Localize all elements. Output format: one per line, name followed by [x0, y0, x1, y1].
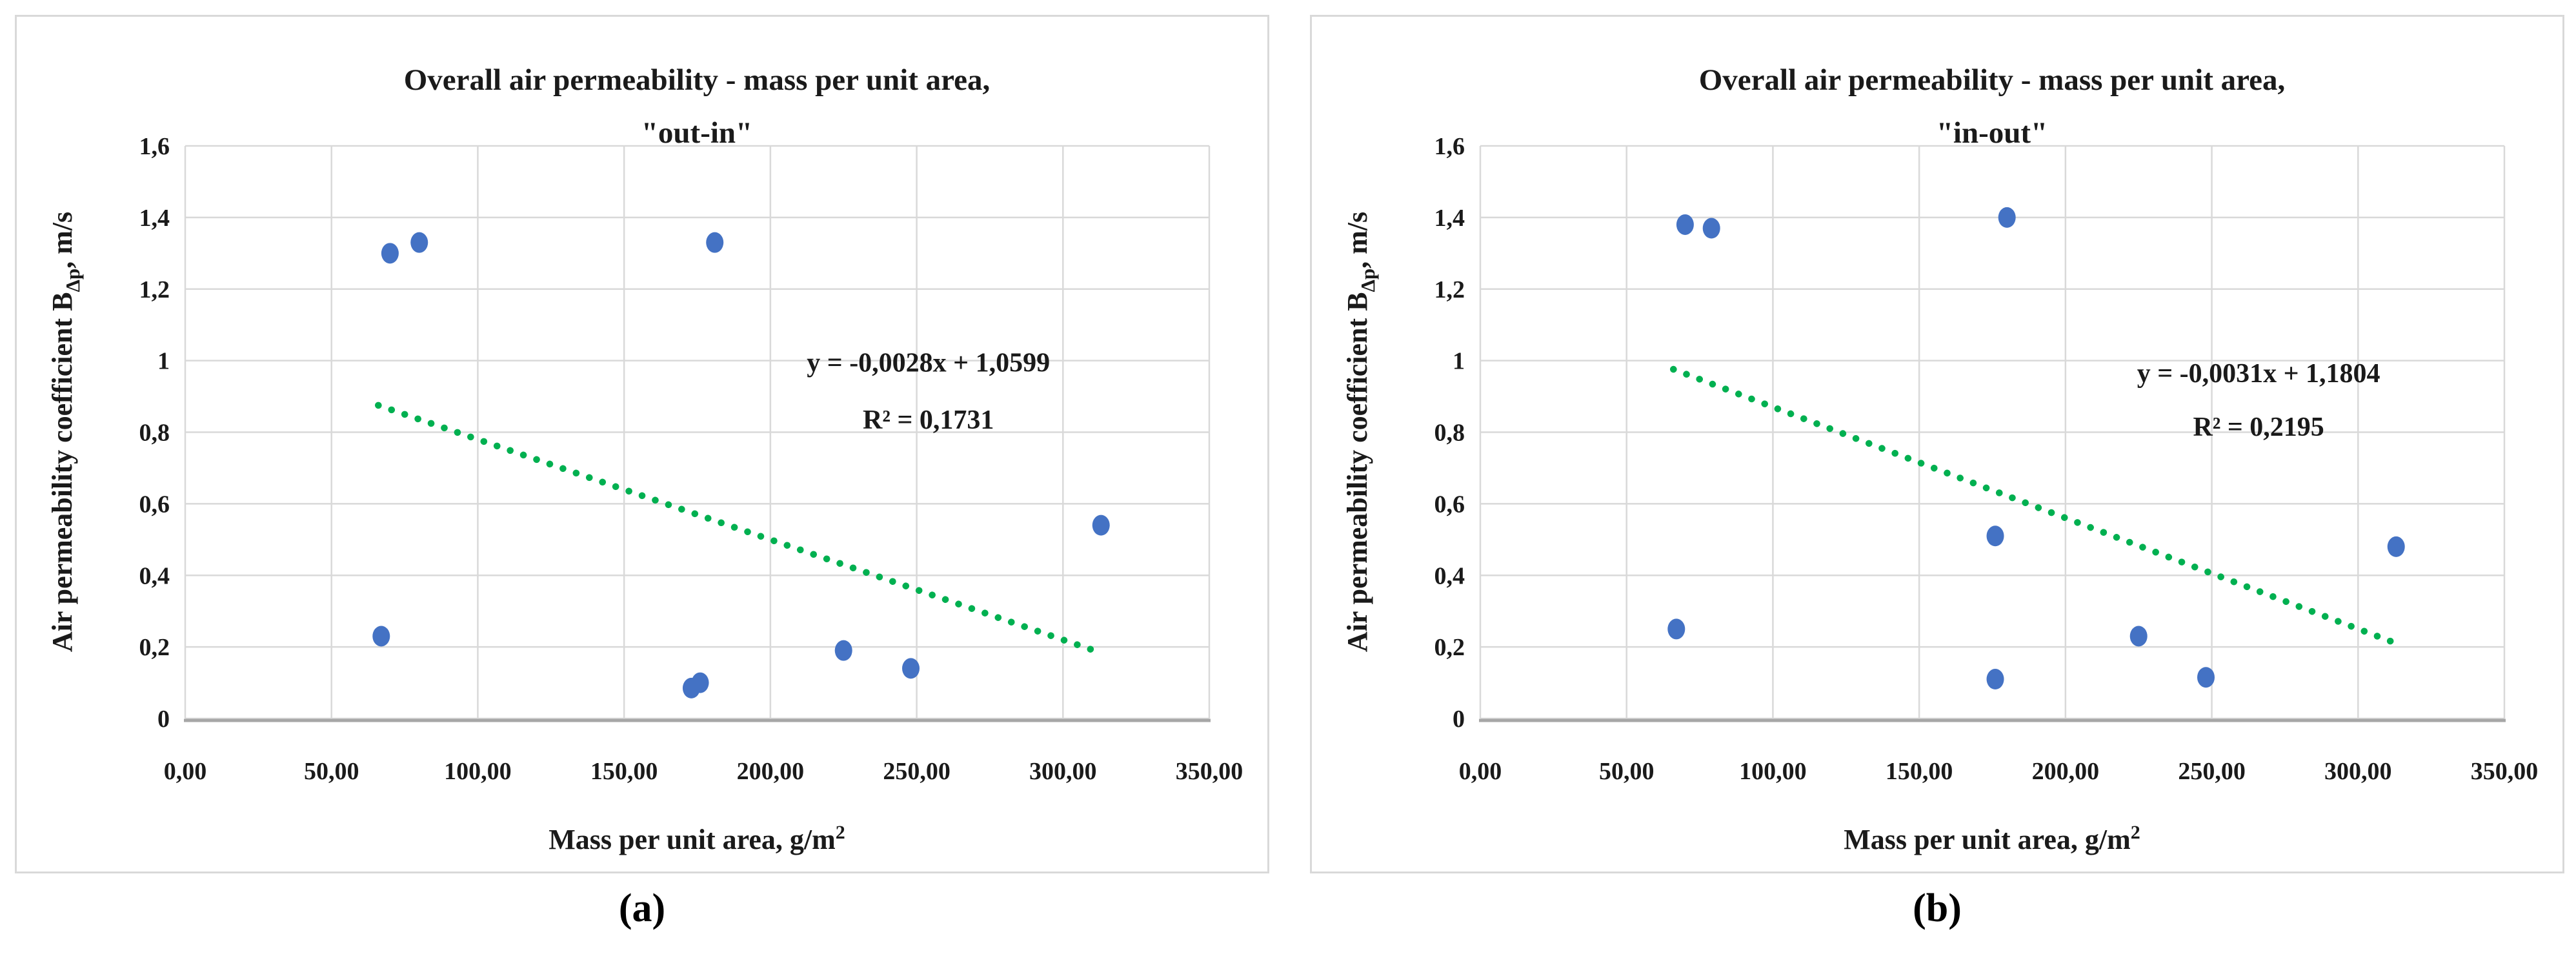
- gridlines: [184, 145, 1211, 722]
- svg-text:250,00: 250,00: [2178, 758, 2246, 785]
- svg-text:1,4: 1,4: [1434, 205, 1465, 232]
- x-axis-title: Mass per unit area, g/m2: [548, 822, 845, 855]
- svg-text:250,00: 250,00: [883, 758, 951, 785]
- svg-text:150,00: 150,00: [1886, 758, 1953, 785]
- chart-panel-a: Overall air permeability - mass per unit…: [15, 15, 1269, 873]
- svg-text:0: 0: [1453, 706, 1465, 733]
- x-tick-labels: 0,00 50,00 100,00 150,00 200,00 250,00 300,00 3…: [164, 758, 1243, 785]
- svg-text:300,00: 300,00: [1029, 758, 1097, 785]
- y-axis-title: Air permeability coefficient BΔp, m/s: [1342, 212, 1379, 652]
- svg-text:0,2: 0,2: [1434, 634, 1465, 661]
- data-points: [1667, 207, 2405, 690]
- scatter-chart-b: Overall air permeability - mass per unit…: [1342, 63, 2539, 855]
- svg-text:1,2: 1,2: [139, 276, 170, 303]
- chart-title: Overall air permeability - mass per unit…: [404, 63, 991, 97]
- svg-text:0,00: 0,00: [1459, 758, 1502, 785]
- caption-b: (b): [1913, 886, 1962, 930]
- x-tick-labels: 0,00 50,00 100,00 150,00 200,00 250,00 300,00 3…: [1459, 758, 2539, 785]
- scatter-chart-a: Overall air permeability - mass per unit…: [46, 63, 1243, 855]
- svg-text:1,6: 1,6: [139, 133, 170, 160]
- chart-title: Overall air permeability - mass per unit…: [1699, 63, 2286, 97]
- svg-text:100,00: 100,00: [1739, 758, 1807, 785]
- svg-text:0,00: 0,00: [164, 758, 207, 785]
- trend-r2-label: R² = 0,1731: [863, 405, 994, 435]
- y-tick-labels: 0 0,2 0,4 0,6 0,8 1 1,2 1,4 1,6: [139, 133, 170, 733]
- svg-text:0,2: 0,2: [139, 634, 170, 661]
- svg-text:0,8: 0,8: [139, 420, 170, 447]
- chart-subtitle: "out-in": [641, 116, 752, 150]
- x-axis-title: Mass per unit area, g/m2: [1844, 822, 2140, 855]
- trend-r2-label: R² = 0,2195: [2193, 413, 2324, 442]
- svg-text:200,00: 200,00: [737, 758, 805, 785]
- gridlines: [1479, 145, 2506, 722]
- svg-text:0: 0: [157, 706, 170, 733]
- svg-text:50,00: 50,00: [1599, 758, 1655, 785]
- svg-text:200,00: 200,00: [2032, 758, 2100, 785]
- trendline: [375, 402, 1102, 655]
- svg-text:0,8: 0,8: [1434, 420, 1465, 447]
- svg-text:350,00: 350,00: [2471, 758, 2539, 785]
- svg-text:0,4: 0,4: [1434, 562, 1465, 589]
- trend-equation-label: y = -0,0028x + 1,0599: [807, 348, 1050, 378]
- trendline: [1670, 365, 2397, 646]
- svg-text:1: 1: [157, 348, 170, 375]
- caption-a: (a): [618, 886, 666, 930]
- svg-text:1,6: 1,6: [1434, 133, 1465, 160]
- svg-text:1: 1: [1453, 348, 1465, 375]
- trend-equation-label: y = -0,0031x + 1,1804: [2137, 359, 2380, 389]
- svg-text:50,00: 50,00: [304, 758, 359, 785]
- svg-text:0,6: 0,6: [1434, 491, 1465, 518]
- chart-panel-b: Overall air permeability - mass per unit…: [1310, 15, 2564, 873]
- svg-text:150,00: 150,00: [590, 758, 658, 785]
- svg-text:0,6: 0,6: [139, 491, 170, 518]
- svg-text:300,00: 300,00: [2324, 758, 2392, 785]
- svg-text:100,00: 100,00: [444, 758, 512, 785]
- svg-text:1,2: 1,2: [1434, 276, 1465, 303]
- y-tick-labels: 0 0,2 0,4 0,6 0,8 1 1,2 1,4 1,6: [1434, 133, 1465, 733]
- svg-text:0,4: 0,4: [139, 562, 170, 589]
- data-points: [372, 232, 1110, 698]
- svg-text:350,00: 350,00: [1176, 758, 1243, 785]
- y-axis-title: Air permeability coefficient BΔp, m/s: [46, 212, 84, 652]
- svg-text:1,4: 1,4: [139, 205, 170, 232]
- chart-subtitle: "in-out": [1937, 116, 2048, 150]
